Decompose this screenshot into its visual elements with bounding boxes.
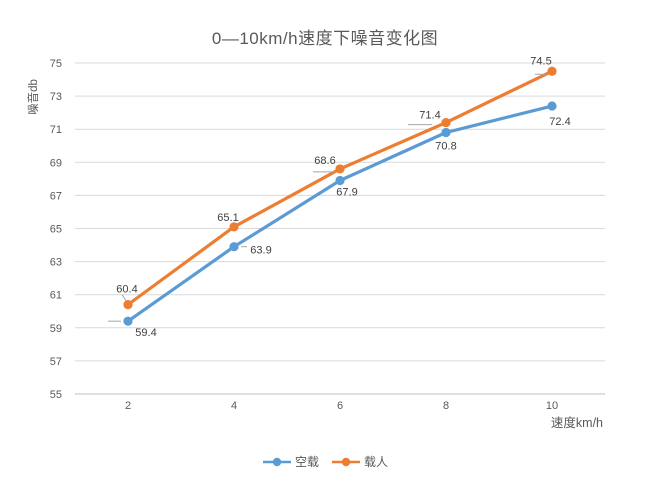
chart-legend: 空载 载人 (0, 453, 650, 470)
legend-marker-icon (262, 457, 291, 466)
data-point (441, 117, 451, 128)
label-leader-line (121, 294, 127, 301)
data-label: 65.1 (217, 212, 238, 224)
series-line-0 (126, 104, 554, 323)
y-tick-label: 67 (50, 190, 62, 202)
data-label: 60.4 (116, 284, 137, 296)
legend-label: 空载 (294, 455, 319, 469)
data-point (335, 164, 345, 174)
data-label: 59.4 (135, 327, 156, 339)
data-point (229, 222, 239, 232)
x-tick-label: 10 (546, 400, 558, 412)
x-tick-label: 2 (125, 400, 131, 412)
data-point (229, 242, 239, 252)
legend-label: 载人 (364, 455, 389, 469)
legend-marker-icon (332, 457, 360, 466)
data-label: 72.4 (549, 116, 570, 128)
y-tick-label: 65 (50, 224, 62, 236)
data-point (123, 316, 133, 326)
data-point (547, 101, 557, 111)
data-label: 67.9 (336, 187, 357, 199)
data-label: 71.4 (419, 110, 440, 122)
y-axis-title: 噪音db (26, 79, 40, 115)
data-label: 74.5 (530, 55, 551, 67)
y-tick-label: 55 (50, 389, 62, 401)
y-tick-label: 61 (50, 290, 62, 302)
y-tick-label: 57 (50, 356, 62, 368)
chart-title: 0—10km/h速度下噪音变化图 (211, 29, 439, 48)
x-tick-label: 4 (231, 400, 237, 412)
y-tick-label: 73 (50, 91, 62, 103)
data-label: 68.6 (314, 155, 335, 167)
x-axis-title: 速度km/h (551, 415, 603, 430)
data-point (335, 175, 345, 186)
data-point (441, 127, 451, 138)
y-tick-label: 71 (50, 124, 62, 136)
y-tick-label: 75 (50, 58, 62, 70)
data-label: 63.9 (250, 245, 271, 257)
y-tick-label: 63 (50, 257, 62, 269)
legend-item-1: 载人 (331, 453, 388, 470)
y-tick-label: 69 (50, 157, 62, 169)
x-tick-label: 6 (337, 400, 343, 412)
data-point (123, 300, 133, 310)
x-tick-label: 8 (443, 400, 449, 412)
y-tick-label: 59 (50, 323, 62, 335)
legend-item-0: 空载 (262, 453, 319, 470)
data-label: 70.8 (435, 141, 456, 153)
data-point (547, 66, 557, 76)
